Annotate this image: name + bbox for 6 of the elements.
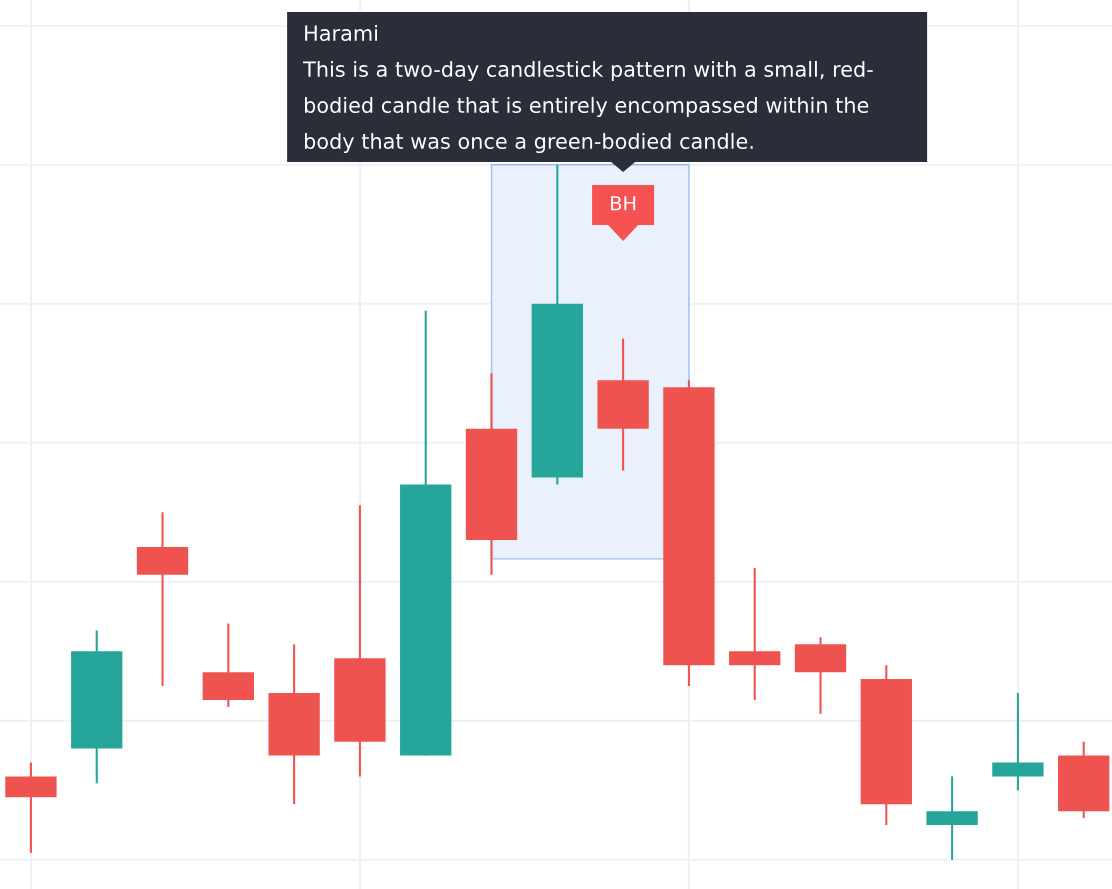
candlestick [729,566,781,701]
annotation: BH [611,196,636,211]
text: Harami [305,24,378,42]
text: This is a two-day candlestick pattern with a small, red-bodied candle that is entirely encompassed within the body that was once a green-bodied candle. [303,60,873,154]
candlestick [926,775,978,861]
candlestick [992,691,1044,792]
